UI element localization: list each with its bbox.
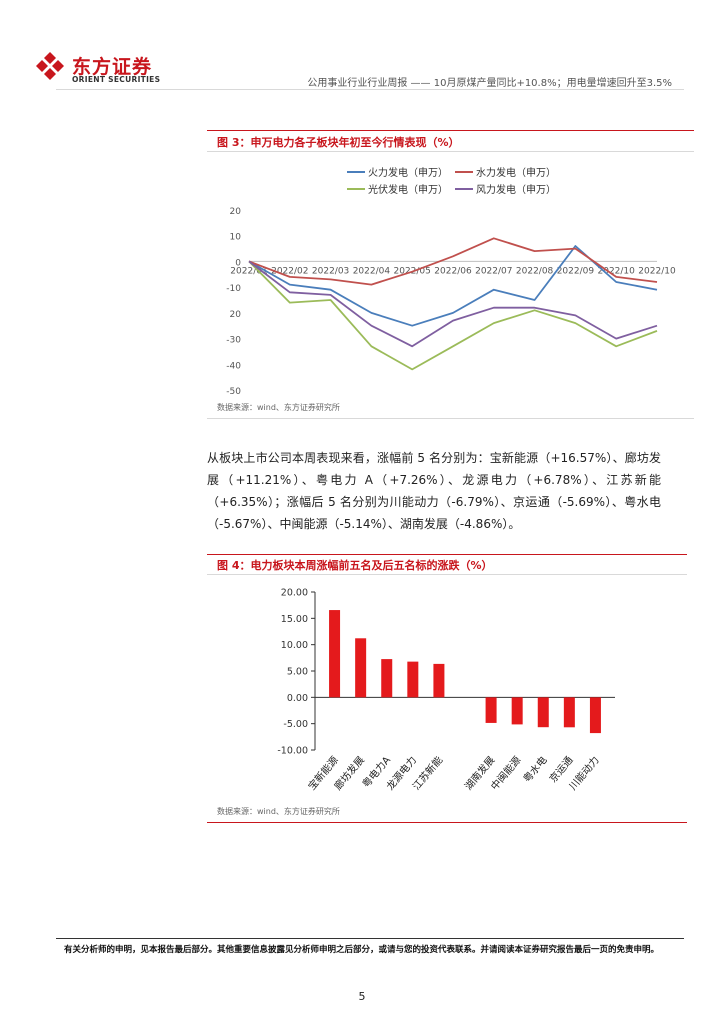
series-line bbox=[248, 260, 658, 371]
figure3-bottom-rule bbox=[207, 418, 694, 419]
report-title: 公用事业行业行业周报 —— 10月原煤产量同比+10.8%；用电量增速回升至3.… bbox=[307, 78, 672, 89]
logo-chinese-name: 东方证券 bbox=[72, 56, 153, 78]
legend-label: 火力发电（申万） bbox=[368, 166, 448, 179]
series-line bbox=[248, 245, 658, 327]
figure4-top-rule bbox=[207, 554, 687, 555]
bar bbox=[589, 697, 601, 734]
legend-label: 水力发电（申万） bbox=[476, 166, 556, 179]
footer-divider bbox=[56, 938, 684, 939]
y-tick-label: -10.00 bbox=[277, 746, 308, 757]
figure3-caption: 图 3：申万电力各子板块年初至今行情表现（%） bbox=[217, 136, 460, 149]
x-tick-label: 2022/03 bbox=[312, 266, 349, 276]
y-tick-label: 20 bbox=[230, 310, 242, 320]
series-line bbox=[248, 260, 658, 348]
x-tick-label: 2022/09 bbox=[557, 266, 595, 276]
figure4-source: 数据来源：wind、东方证券研究所 bbox=[217, 807, 340, 816]
figure4-bottom-rule bbox=[207, 822, 687, 823]
legend-label: 光伏发电（申万） bbox=[368, 183, 448, 196]
bar bbox=[407, 661, 419, 698]
bar bbox=[511, 697, 523, 725]
figure4-caption: 图 4：电力板块本周涨幅前五名及后五名标的涨跌（%） bbox=[217, 559, 493, 572]
x-tick-label: 2022/06 bbox=[434, 266, 472, 276]
y-tick-label: -30 bbox=[226, 336, 241, 346]
figure3-source: 数据来源：wind、东方证券研究所 bbox=[217, 403, 340, 412]
y-tick-label: 0.00 bbox=[287, 693, 308, 704]
x-tick-label: 2022/07 bbox=[475, 266, 512, 276]
bar bbox=[355, 638, 367, 698]
legend-label: 风力发电（申万） bbox=[476, 183, 556, 196]
x-tick-label: 粤水电 bbox=[520, 754, 549, 785]
page-number: 5 bbox=[358, 990, 366, 1003]
y-tick-label: 20 bbox=[230, 207, 242, 217]
bar bbox=[485, 697, 497, 723]
header-divider bbox=[56, 89, 684, 90]
sector-performance-line-chart: 火力发电（申万） 水力发电（申万） 光伏发电（申万） 风力发电（申万） 20 10 0 -10… bbox=[226, 166, 676, 397]
figure3-caption-rule bbox=[207, 151, 694, 152]
x-tick-label: 2022/10 bbox=[598, 266, 636, 276]
x-tick-label: 2022/02 bbox=[271, 266, 308, 276]
body-paragraph: 从板块上市公司本周表现来看，涨幅前 5 名分别为：宝新能源（+16.57%）、廊… bbox=[207, 451, 661, 531]
y-tick-label: -40 bbox=[226, 361, 241, 371]
bar bbox=[381, 659, 393, 698]
y-tick-label: 15.00 bbox=[281, 614, 308, 625]
bar bbox=[563, 697, 575, 728]
figure4-caption-rule bbox=[207, 574, 687, 575]
bar bbox=[433, 663, 445, 698]
y-tick-label: -50 bbox=[226, 387, 241, 397]
y-tick-label: 0 bbox=[235, 258, 241, 268]
x-tick-label: 2022/04 bbox=[353, 266, 391, 276]
y-tick-label: 20.00 bbox=[281, 588, 308, 599]
series-line bbox=[248, 237, 658, 286]
disclaimer-text: 有关分析师的申明，见本报告最后部分。其他重要信息披露见分析师申明之后部分，或请与… bbox=[64, 945, 660, 955]
x-tick-label: 2022/10 bbox=[638, 266, 676, 276]
y-tick-label: 5.00 bbox=[287, 667, 308, 678]
y-tick-label: 10 bbox=[230, 233, 242, 243]
orient-logo-icon bbox=[36, 52, 64, 80]
bar bbox=[329, 610, 341, 698]
logo-english-name: ORIENT SECURITIES bbox=[72, 75, 161, 84]
y-tick-label: -10 bbox=[226, 284, 241, 294]
top-bottom-five-bar-chart: 20.0015.0010.005.000.00-5.00-10.00宝新能源廊坊… bbox=[277, 588, 615, 793]
company-logo: 东方证券 ORIENT SECURITIES bbox=[34, 50, 174, 90]
x-tick-label: 2022/01 bbox=[230, 266, 267, 276]
bar bbox=[537, 697, 549, 728]
y-tick-label: 10.00 bbox=[281, 640, 308, 651]
x-tick-label: 2022/08 bbox=[516, 266, 554, 276]
y-tick-label: -5.00 bbox=[283, 719, 308, 730]
figure3-top-rule bbox=[207, 130, 694, 131]
